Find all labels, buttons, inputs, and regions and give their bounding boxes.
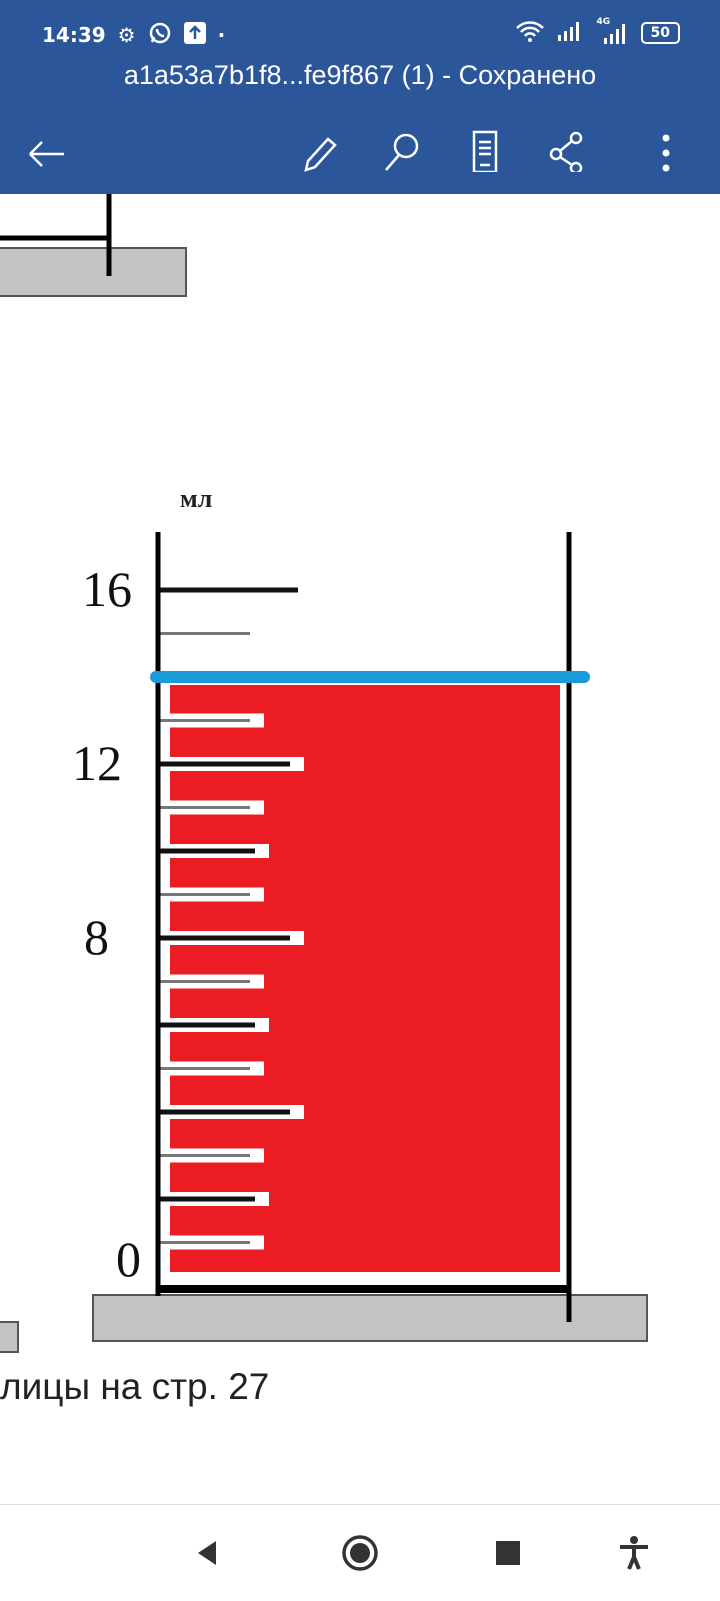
gear-icon: ⚙ (117, 23, 136, 47)
status-time: 14:39 (42, 23, 106, 47)
signal-4g-icon: 4G (595, 17, 629, 45)
reading-view-icon[interactable] (464, 128, 508, 174)
app-bar: 14:39 ⚙ · 4G 50 a1a53a7b1f8...fe9f867 (1… (0, 0, 720, 194)
home-circle-icon[interactable] (338, 1531, 382, 1575)
accessibility-icon[interactable] (612, 1531, 656, 1575)
document-text: лицы на стр. 27 (0, 1366, 270, 1407)
wifi-icon (515, 20, 545, 46)
unit-label: мл (180, 484, 212, 513)
network-type-label: 4G (596, 17, 611, 27)
previous-figure-base (0, 247, 187, 297)
document-title: a1a53a7b1f8...fe9f867 (1) - Сохранено (123, 60, 597, 90)
back-arrow-icon[interactable] (24, 128, 68, 172)
cylinder-base (92, 1294, 648, 1342)
search-icon[interactable] (380, 128, 424, 172)
system-nav-bar (0, 1504, 720, 1601)
back-triangle-icon[interactable] (186, 1531, 230, 1575)
whatsapp-icon (148, 21, 172, 50)
tick-label-16: 16 (82, 561, 132, 617)
edit-pencil-icon[interactable] (298, 128, 342, 172)
upload-icon (183, 21, 206, 49)
share-icon[interactable] (546, 128, 590, 175)
document-page[interactable]: мл 16 12 8 0 лицы на стр. 27 (0, 194, 720, 1504)
tick-label-0: 0 (116, 1231, 141, 1287)
status-bar: 14:39 ⚙ · 4G 50 (42, 17, 680, 50)
adjacent-figure-base (0, 1321, 19, 1353)
tick-label-8: 8 (84, 909, 109, 965)
battery-indicator: 50 (640, 22, 680, 44)
dot-icon: · (217, 23, 226, 47)
tick-label-12: 12 (72, 735, 122, 791)
more-vert-icon[interactable] (644, 128, 688, 172)
recents-square-icon[interactable] (486, 1531, 530, 1575)
graduated-cylinder-figure: мл 16 12 8 0 (0, 194, 648, 1353)
signal-icon (557, 21, 583, 45)
toolbar (0, 118, 720, 178)
